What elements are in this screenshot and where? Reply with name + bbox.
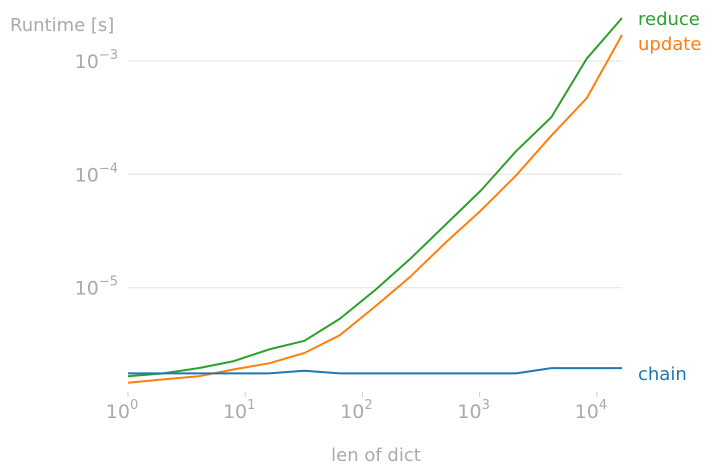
series-line-chain xyxy=(128,367,622,375)
y-tick-label-2: 10−5 xyxy=(75,275,118,300)
series-label-update: update xyxy=(638,34,701,55)
series-label-chain: chain xyxy=(638,364,687,385)
y-tick-label-0: 10−3 xyxy=(75,48,118,73)
x-axis-label: len of dict xyxy=(331,445,421,466)
series-label-reduce: reduce xyxy=(638,9,700,30)
series-line-reduce xyxy=(127,17,623,378)
x-tick-label-1: 101 xyxy=(223,398,255,423)
y-tick-label-1: 10−4 xyxy=(75,161,118,186)
x-tick-label-0: 100 xyxy=(106,398,138,423)
y-axis-label: Runtime [s] xyxy=(10,15,114,36)
x-axis-ticks: 100 101 102 103 104 xyxy=(106,392,607,423)
y-axis-ticks: 10−3 10−4 10−5 xyxy=(75,48,118,300)
x-tick-label-4: 104 xyxy=(575,398,607,423)
x-tick-label-2: 102 xyxy=(340,398,372,423)
series-lines xyxy=(127,17,623,384)
series-labels: reduce update chain xyxy=(638,9,701,385)
gridlines xyxy=(128,60,622,289)
series-line-update xyxy=(127,34,623,384)
x-tick-label-3: 103 xyxy=(457,398,489,423)
